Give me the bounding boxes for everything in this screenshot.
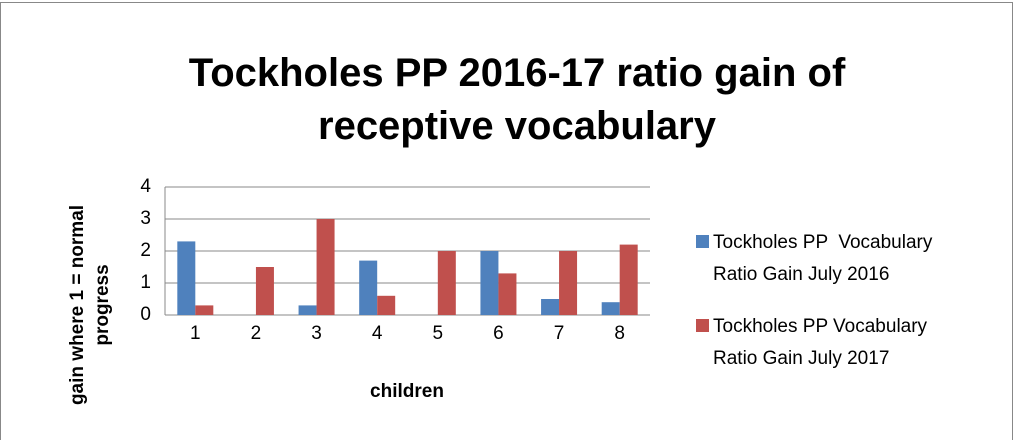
legend-label: Tockholes PP Vocabulary Ratio Gain July 2…: [713, 316, 928, 369]
bar: [359, 260, 378, 315]
bar: [541, 299, 560, 315]
bar: [195, 305, 214, 315]
y-tick-label: 3: [140, 208, 151, 229]
x-tick-label: 8: [614, 323, 625, 344]
x-tick-label: 2: [251, 323, 262, 344]
bar: [619, 244, 638, 315]
legend-swatch: [696, 235, 709, 248]
y-tick-label: 1: [140, 272, 151, 293]
bar: [377, 295, 396, 315]
bar: [177, 241, 196, 315]
bar: [437, 251, 456, 315]
y-tick-label: 4: [140, 176, 151, 197]
x-tick-label: 7: [554, 323, 565, 344]
y-axis-title-group: gain where 1 = normal progress: [67, 205, 113, 405]
bar: [559, 251, 578, 315]
y-tick-label: 0: [140, 304, 151, 325]
x-tick-label: 1: [190, 323, 201, 344]
x-tick-label: 4: [372, 323, 383, 344]
bar: [298, 305, 317, 315]
legend-swatch: [696, 319, 709, 332]
x-tick-label: 3: [311, 323, 322, 344]
x-axis-title: children: [370, 381, 444, 402]
y-tick-label: 2: [140, 240, 151, 261]
x-tick-label: 5: [433, 323, 444, 344]
bar: [316, 219, 335, 315]
bar: [498, 273, 517, 315]
bar: [480, 251, 499, 315]
chart-title: Tockholes PP 2016-17 ratio gain of recept…: [189, 51, 846, 148]
x-tick-label: 6: [493, 323, 504, 344]
legend-label: Tockholes PP Vocabulary Ratio Gain July 2…: [713, 232, 933, 285]
y-axis-title: gain where 1 = normal progress: [67, 205, 113, 405]
bar: [255, 267, 274, 315]
bar: [601, 302, 620, 315]
